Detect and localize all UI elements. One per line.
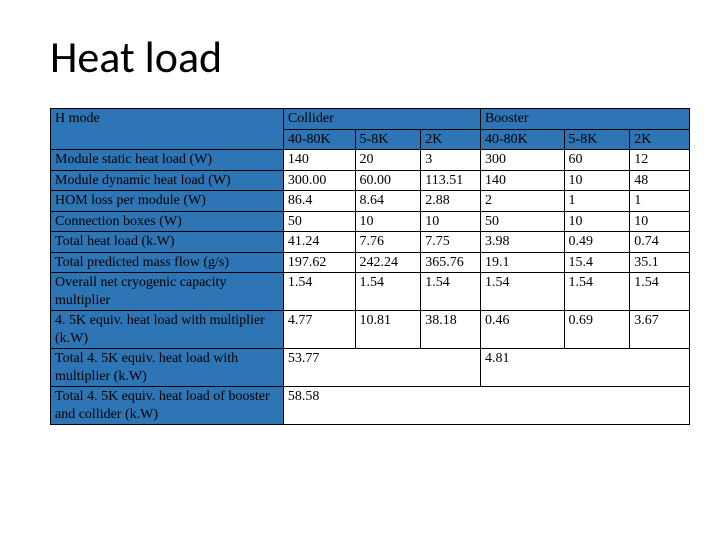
cell: 50	[480, 211, 564, 232]
cell: 60	[564, 150, 630, 171]
row-label: Total 4. 5K equiv. heat load of booster …	[51, 387, 284, 425]
table-row: Overall net cryogenic capacity multiplie…	[51, 273, 690, 311]
cell: 41.24	[283, 232, 355, 253]
row-label: Module dynamic heat load (W)	[51, 170, 284, 191]
cell: 50	[283, 211, 355, 232]
row-label: HOM loss per module (W)	[51, 191, 284, 212]
cell: 20	[355, 150, 421, 171]
cell: 8.64	[355, 191, 421, 212]
cell: 1.54	[283, 273, 355, 311]
cell: 1.54	[421, 273, 481, 311]
cell: 1	[630, 191, 690, 212]
cell: 10	[564, 211, 630, 232]
table-row: Connection boxes (W) 50 10 10 50 10 10	[51, 211, 690, 232]
subheader-col: 40-80K	[480, 129, 564, 150]
row-label: 4. 5K equiv. heat load with multiplier (…	[51, 311, 284, 349]
cell: 86.4	[283, 191, 355, 212]
cell: 1.54	[480, 273, 564, 311]
cell: 1	[564, 191, 630, 212]
subheader-col: 2K	[421, 129, 481, 150]
cell: 300.00	[283, 170, 355, 191]
header-booster: Booster	[480, 109, 689, 130]
cell: 242.24	[355, 252, 421, 273]
table-row: HOM loss per module (W) 86.4 8.64 2.88 2…	[51, 191, 690, 212]
cell: 10	[630, 211, 690, 232]
cell: 4.77	[283, 311, 355, 349]
table-row: Module dynamic heat load (W) 300.00 60.0…	[51, 170, 690, 191]
cell: 3.98	[480, 232, 564, 253]
cell: 58.58	[283, 387, 689, 425]
cell: 140	[283, 150, 355, 171]
cell: 19.1	[480, 252, 564, 273]
cell: 10	[421, 211, 481, 232]
header-collider: Collider	[283, 109, 480, 130]
cell: 10	[564, 170, 630, 191]
table-row: Total 4. 5K equiv. heat load with multip…	[51, 349, 690, 387]
cell: 140	[480, 170, 564, 191]
table-row: Total predicted mass flow (g/s) 197.62 2…	[51, 252, 690, 273]
subheader-col: 40-80K	[283, 129, 355, 150]
page-title: Heat load	[50, 30, 680, 84]
cell: 0.46	[480, 311, 564, 349]
cell: 15.4	[564, 252, 630, 273]
cell: 48	[630, 170, 690, 191]
cell: 2	[480, 191, 564, 212]
cell: 12	[630, 150, 690, 171]
cell: 300	[480, 150, 564, 171]
cell: 4.81	[480, 349, 689, 387]
table-row: Total heat load (k.W) 41.24 7.76 7.75 3.…	[51, 232, 690, 253]
cell: 10.81	[355, 311, 421, 349]
cell: 1.54	[564, 273, 630, 311]
subheader-col: 5-8K	[355, 129, 421, 150]
cell: 7.75	[421, 232, 481, 253]
table-header-row: H mode Collider Booster	[51, 109, 690, 130]
cell: 2.88	[421, 191, 481, 212]
cell: 35.1	[630, 252, 690, 273]
cell: 1.54	[630, 273, 690, 311]
cell: 113.51	[421, 170, 481, 191]
table-row: Total 4. 5K equiv. heat load of booster …	[51, 387, 690, 425]
header-hmode: H mode	[51, 109, 284, 150]
table-row: 4. 5K equiv. heat load with multiplier (…	[51, 311, 690, 349]
cell: 38.18	[421, 311, 481, 349]
cell: 53.77	[283, 349, 480, 387]
subheader-col: 2K	[630, 129, 690, 150]
row-label: Connection boxes (W)	[51, 211, 284, 232]
cell: 0.74	[630, 232, 690, 253]
cell: 60.00	[355, 170, 421, 191]
cell: 3	[421, 150, 481, 171]
subheader-col: 5-8K	[564, 129, 630, 150]
cell: 7.76	[355, 232, 421, 253]
cell: 1.54	[355, 273, 421, 311]
row-label: Total heat load (k.W)	[51, 232, 284, 253]
cell: 197.62	[283, 252, 355, 273]
cell: 10	[355, 211, 421, 232]
heat-load-table: H mode Collider Booster 40-80K 5-8K 2K 4…	[50, 108, 690, 425]
row-label: Total predicted mass flow (g/s)	[51, 252, 284, 273]
cell: 3.67	[630, 311, 690, 349]
row-label: Module static heat load (W)	[51, 150, 284, 171]
table-row: Module static heat load (W) 140 20 3 300…	[51, 150, 690, 171]
row-label: Total 4. 5K equiv. heat load with multip…	[51, 349, 284, 387]
cell: 365.76	[421, 252, 481, 273]
row-label: Overall net cryogenic capacity multiplie…	[51, 273, 284, 311]
cell: 0.49	[564, 232, 630, 253]
cell: 0.69	[564, 311, 630, 349]
